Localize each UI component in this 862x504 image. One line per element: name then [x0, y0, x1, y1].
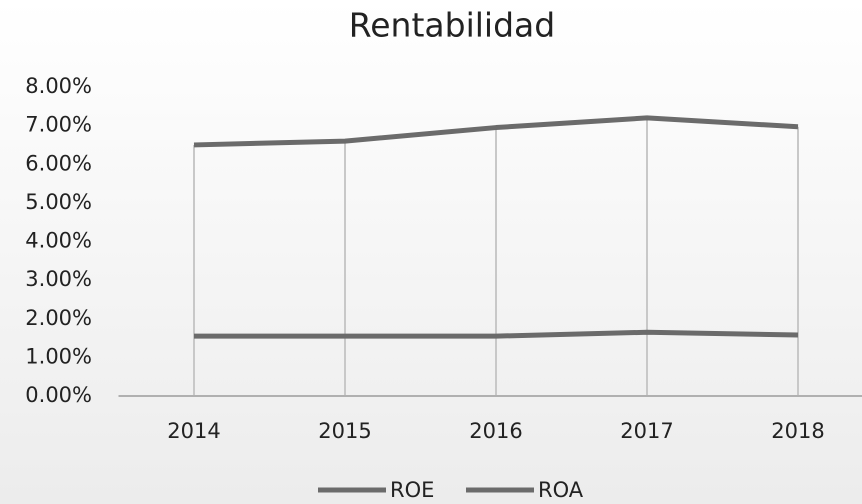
legend-label: ROE — [390, 478, 434, 502]
x-tick-label: 2016 — [469, 419, 522, 443]
x-tick-label: 2018 — [771, 419, 824, 443]
y-tick-label: 0.00% — [25, 383, 92, 407]
y-tick-label: 2.00% — [25, 306, 92, 330]
y-tick-label: 6.00% — [25, 151, 92, 175]
y-tick-label: 5.00% — [25, 190, 92, 214]
y-tick-label: 7.00% — [25, 113, 92, 137]
y-tick-label: 3.00% — [25, 267, 92, 291]
x-tick-label: 2017 — [620, 419, 673, 443]
line-series — [194, 329, 799, 339]
x-tick-label: 2015 — [318, 419, 371, 443]
y-tick-label: 8.00% — [25, 74, 92, 98]
x-tick-label: 2014 — [167, 419, 220, 443]
legend-label: ROA — [538, 478, 584, 502]
chart-title: Rentabilidad — [349, 6, 555, 45]
y-tick-label: 1.00% — [25, 344, 92, 368]
y-tick-label: 4.00% — [25, 229, 92, 253]
line-series — [193, 115, 799, 148]
